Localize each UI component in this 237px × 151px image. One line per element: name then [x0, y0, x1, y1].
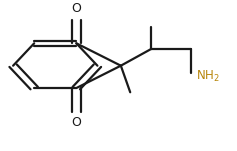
Text: O: O — [71, 116, 81, 129]
Text: O: O — [71, 2, 81, 15]
Text: NH$_2$: NH$_2$ — [196, 69, 220, 84]
